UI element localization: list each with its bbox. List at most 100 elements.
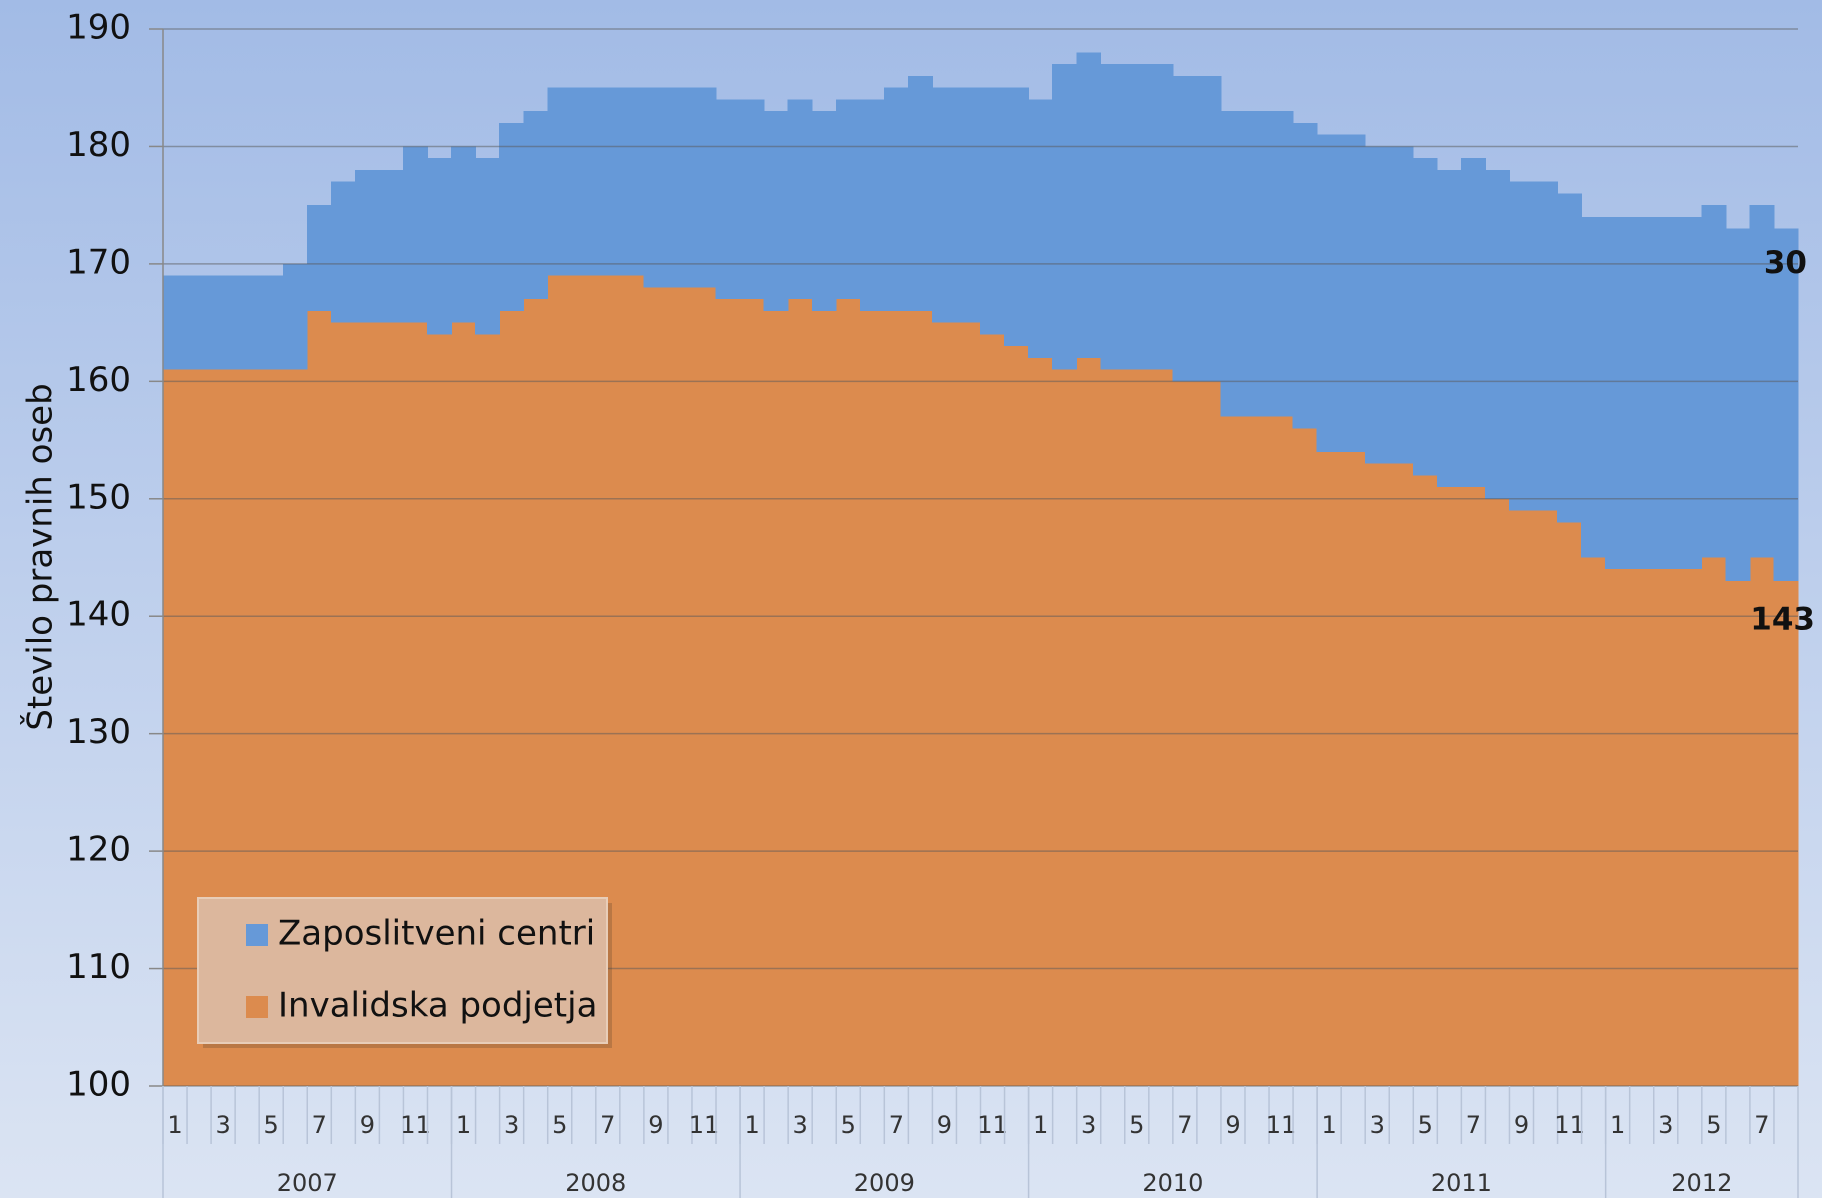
y-tick-label: 130 [66, 712, 131, 752]
year-label: 2008 [565, 1169, 626, 1197]
area-step [595, 87, 621, 276]
x-tick-label: 5 [1418, 1111, 1433, 1139]
area-step [643, 287, 669, 1086]
area-step [1412, 158, 1438, 476]
area-step [1268, 416, 1294, 1087]
area-step [1124, 64, 1150, 370]
area-step [1581, 216, 1607, 558]
x-tick-label: 9 [1225, 1111, 1240, 1139]
x-tick-label: 3 [793, 1111, 808, 1139]
x-tick-label: 1 [744, 1111, 759, 1139]
x-tick-label: 1 [167, 1111, 182, 1139]
x-tick-label: 1 [1610, 1111, 1625, 1139]
area-step [619, 275, 645, 1087]
y-tick-label: 160 [66, 360, 131, 400]
area-step [1460, 158, 1486, 488]
legend-label: Zaposlitveni centri [278, 914, 595, 954]
area-step [980, 87, 1005, 335]
x-tick-label: 9 [1514, 1111, 1529, 1139]
area-step [907, 310, 933, 1086]
x-tick-label: 11 [689, 1111, 720, 1139]
area-step [1292, 122, 1318, 429]
area-step [282, 263, 308, 370]
area-step [932, 322, 957, 1087]
area-step [1340, 451, 1366, 1086]
area-step [980, 334, 1005, 1086]
area-step [667, 87, 693, 288]
area-step [354, 169, 380, 323]
area-step [715, 99, 741, 300]
x-tick-label: 9 [360, 1111, 375, 1139]
area-step [571, 87, 597, 276]
area-step [1605, 569, 1631, 1086]
area-step [1533, 510, 1558, 1086]
area-step [1485, 498, 1510, 1086]
area-step [1004, 87, 1029, 347]
year-label: 2010 [1142, 1169, 1203, 1197]
area-step [1004, 346, 1029, 1087]
year-label: 2009 [854, 1169, 915, 1197]
area-step [210, 275, 236, 370]
x-tick-label: 5 [841, 1111, 856, 1139]
x-tick-label: 7 [600, 1111, 615, 1139]
year-label: 2012 [1671, 1169, 1732, 1197]
x-tick-label: 5 [264, 1111, 279, 1139]
legend-label: Invalidska podjetja [278, 986, 597, 1026]
area-step [956, 322, 981, 1087]
area-step [186, 275, 212, 370]
area-step [859, 310, 885, 1086]
x-tick-label: 7 [312, 1111, 327, 1139]
legend-swatch [246, 924, 268, 946]
area-step [1124, 369, 1150, 1087]
area-step [1749, 557, 1775, 1086]
area-step [1316, 451, 1342, 1086]
y-tick-label: 170 [66, 242, 131, 282]
area-step [1557, 522, 1583, 1086]
area-step [883, 87, 909, 311]
x-tick-label: 11 [977, 1111, 1008, 1139]
x-tick-label: 11 [400, 1111, 431, 1139]
area-step [427, 158, 452, 335]
area-step [956, 87, 981, 323]
area-step [907, 75, 933, 311]
x-tick-label: 11 [1266, 1111, 1297, 1139]
area-step [1388, 146, 1414, 464]
area-step [1436, 169, 1462, 488]
area-step [1436, 487, 1462, 1086]
area-step [1653, 569, 1679, 1086]
x-tick-label: 7 [1177, 1111, 1192, 1139]
x-tick-label: 9 [648, 1111, 663, 1139]
area-step [1388, 463, 1414, 1086]
area-step [1076, 357, 1102, 1086]
x-tick-label: 1 [456, 1111, 471, 1139]
area-step [1509, 510, 1534, 1086]
area-step [763, 310, 789, 1086]
area-step [1364, 463, 1390, 1086]
y-tick-label: 180 [66, 125, 131, 165]
x-tick-label: 5 [552, 1111, 567, 1139]
area-step [715, 299, 741, 1087]
x-tick-label: 1 [1321, 1111, 1336, 1139]
area-step [1028, 99, 1054, 358]
x-tick-label: 7 [889, 1111, 904, 1139]
y-tick-label: 110 [66, 947, 131, 987]
area-step [1605, 216, 1631, 570]
legend-box [197, 897, 608, 1044]
area-step [883, 310, 909, 1086]
area-step [1677, 216, 1703, 570]
area-step [1100, 64, 1126, 370]
area-step [523, 111, 549, 300]
x-tick-label: 11 [1554, 1111, 1585, 1139]
data-label: 30 [1764, 245, 1807, 281]
area-step [691, 287, 717, 1086]
area-step [330, 181, 356, 323]
area-step [162, 369, 188, 1087]
area-step [1533, 181, 1558, 511]
y-tick-label: 100 [66, 1065, 131, 1105]
area-step [932, 87, 957, 323]
data-label: 143 [1750, 601, 1815, 637]
y-tick-label: 150 [66, 477, 131, 517]
area-step [835, 99, 861, 300]
area-step [691, 87, 717, 288]
area-step [1773, 580, 1799, 1086]
